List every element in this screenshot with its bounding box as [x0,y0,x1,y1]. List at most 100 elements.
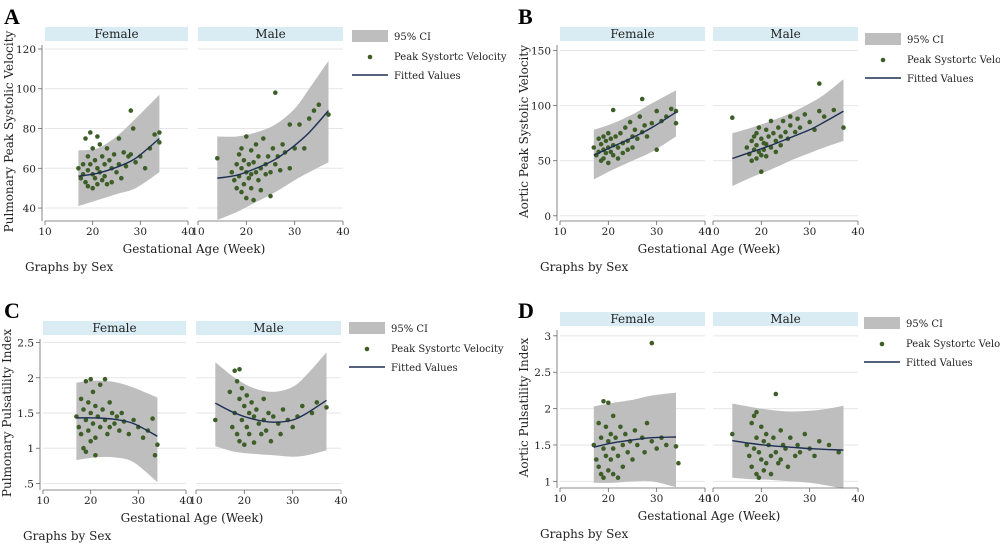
ci-band [215,352,327,457]
data-point [324,405,329,410]
data-point [751,446,757,451]
data-point [78,431,84,437]
data-point [778,428,783,433]
data-point [123,164,129,169]
data-point [268,193,273,199]
facet-female: Female 10 20 30 40 1 1.5 2 2.5 3 [534,312,712,505]
data-point [121,150,126,155]
data-point [751,134,757,139]
data-point [266,410,271,416]
data-point [654,446,659,451]
y-tick-label: 1 [27,443,34,455]
data-point [763,460,769,466]
data-point [109,179,114,185]
data-point [795,116,800,122]
data-point [265,154,271,159]
data-point [239,189,244,195]
data-point [754,130,759,136]
data-point [215,156,220,161]
legend-ci-label: 95% CI [394,32,431,43]
data-point [603,138,609,144]
data-point [105,431,110,437]
legend-points-label: Peak Systortc Velocity [391,344,504,355]
data-point [140,435,146,441]
data-point [596,420,601,426]
y-axis-title: Aortic Peak Systolic Velocity [517,45,531,219]
data-point [836,450,841,455]
data-point [117,428,122,433]
facet-strip-label: Female [94,27,138,41]
data-point [763,127,769,133]
facet-strip [45,27,188,41]
legend-ci-label: 95% CI [391,324,428,335]
data-point [759,136,764,141]
chart-panel-d: D Female 10 20 30 40 1 1.5 2 2.5 3 Male 10 20 30 40 Aort… [517,298,1000,541]
data-point [253,170,259,175]
x-tick-label: 40 [698,493,711,505]
data-point [730,431,735,437]
fit-line [732,110,844,160]
data-point [780,118,786,124]
x-tick-label: 10 [191,226,204,238]
data-point [83,179,88,185]
data-point [234,379,240,384]
data-point [92,175,98,181]
data-point [88,130,93,135]
legend-points-label: Peak Systortc Velocity [906,339,1000,350]
data-point [756,450,762,455]
data-point [234,431,240,437]
data-point [251,197,256,203]
data-point [821,114,827,119]
facet-strip-label: Male [255,27,285,41]
x-tick-label: 20 [755,226,768,238]
data-point [756,125,762,130]
x-tick-label: 40 [851,493,864,505]
y-tick-label: 0 [544,211,551,223]
data-point [610,107,616,113]
data-point [792,453,798,459]
data-point [601,134,606,139]
data-point [90,146,95,151]
legend-fit-label: Fitted Values [391,363,458,374]
y-tick-label: .5 [24,478,34,490]
data-point [747,453,752,459]
legend-ci-swatch [349,322,385,334]
x-tick-label: 40 [181,226,194,238]
data-point [78,396,84,402]
data-point [81,407,86,412]
data-point [807,119,812,125]
data-point [316,102,322,107]
data-point [251,440,257,445]
data-point [673,120,679,126]
data-point [277,168,283,173]
legend-ci-label: 95% CI [907,35,944,46]
x-tick-label: 10 [38,226,51,238]
legend-points-swatch [879,341,885,347]
y-tick-label: 150 [531,46,551,58]
data-point [649,340,655,346]
data-point [601,399,606,404]
data-point [244,134,249,139]
fit-line [732,439,844,451]
y-tick-label: 1 [544,476,551,488]
data-point [632,127,638,133]
legend-points-label: Peak Systortc Velocity [394,52,507,63]
x-tick-label: 40 [851,226,864,238]
data-point [280,142,285,147]
data-point [287,122,293,127]
data-point [773,391,779,397]
y-tick-label: 80 [23,124,36,136]
data-point [613,435,618,441]
data-point [788,114,793,119]
x-axis-title: Gestational Age (Week) [638,242,781,256]
data-point [88,438,93,444]
data-point [259,431,264,437]
data-point [90,421,96,426]
facet-strip-label: Female [610,27,654,41]
y-tick-label: 120 [16,44,36,56]
data-point [763,431,769,437]
data-point [749,158,754,163]
data-point [606,439,611,444]
data-point [280,407,286,412]
